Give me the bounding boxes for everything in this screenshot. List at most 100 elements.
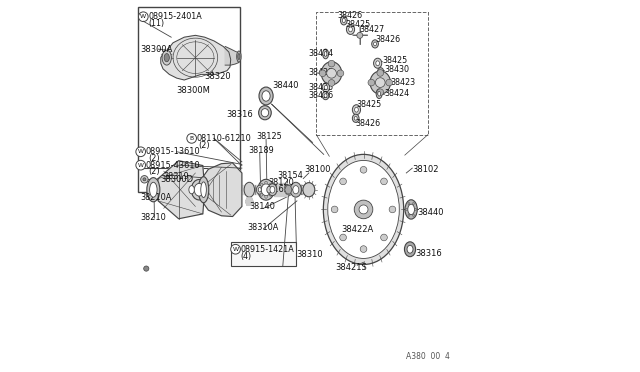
Ellipse shape [201, 182, 206, 198]
Circle shape [187, 134, 196, 143]
Circle shape [319, 70, 326, 77]
Ellipse shape [150, 182, 157, 197]
Text: 38300D: 38300D [160, 175, 193, 184]
Text: 38140: 38140 [250, 202, 275, 211]
Ellipse shape [370, 71, 390, 94]
Ellipse shape [346, 25, 355, 35]
Circle shape [143, 266, 149, 271]
Polygon shape [161, 35, 231, 80]
Ellipse shape [372, 40, 378, 48]
Text: 38210A: 38210A [141, 193, 172, 202]
Text: (2): (2) [198, 141, 210, 150]
Ellipse shape [270, 186, 275, 193]
Text: (11): (11) [148, 19, 164, 28]
Ellipse shape [268, 184, 277, 196]
Ellipse shape [406, 208, 408, 211]
Circle shape [337, 70, 344, 77]
Ellipse shape [324, 52, 327, 57]
Circle shape [136, 147, 145, 157]
Ellipse shape [189, 186, 195, 194]
Polygon shape [199, 163, 242, 217]
Text: 38440: 38440 [417, 208, 444, 217]
Ellipse shape [412, 214, 414, 217]
Ellipse shape [355, 108, 358, 112]
Text: 38424: 38424 [384, 89, 409, 98]
Ellipse shape [293, 186, 299, 194]
Ellipse shape [323, 49, 328, 59]
Ellipse shape [378, 68, 383, 75]
Ellipse shape [342, 18, 346, 23]
Ellipse shape [290, 182, 301, 197]
Text: 38425: 38425 [346, 20, 371, 29]
Ellipse shape [324, 94, 327, 97]
Ellipse shape [267, 186, 271, 193]
Bar [138, 7, 239, 192]
Ellipse shape [408, 204, 415, 215]
Text: 38210: 38210 [141, 214, 166, 222]
Ellipse shape [258, 179, 275, 200]
Circle shape [386, 79, 392, 86]
Polygon shape [225, 46, 239, 65]
Circle shape [354, 200, 373, 219]
Ellipse shape [261, 109, 269, 117]
Ellipse shape [271, 188, 274, 191]
Ellipse shape [164, 54, 170, 62]
Text: 08915-13610: 08915-13610 [145, 147, 200, 156]
Ellipse shape [265, 181, 268, 184]
Ellipse shape [378, 92, 380, 96]
Circle shape [377, 89, 383, 96]
Text: B: B [189, 136, 194, 141]
Ellipse shape [303, 183, 315, 197]
Circle shape [141, 176, 148, 183]
Ellipse shape [353, 105, 360, 115]
Polygon shape [242, 185, 309, 194]
Ellipse shape [269, 193, 272, 196]
Ellipse shape [259, 188, 261, 191]
Polygon shape [285, 186, 292, 194]
Bar [231, 242, 296, 266]
Ellipse shape [404, 242, 415, 257]
Ellipse shape [198, 177, 209, 203]
Ellipse shape [323, 154, 404, 264]
Polygon shape [156, 161, 205, 219]
Text: 38426: 38426 [338, 11, 363, 20]
Ellipse shape [244, 182, 255, 197]
Ellipse shape [265, 195, 268, 198]
Text: 38426: 38426 [308, 91, 333, 100]
Text: 38154: 38154 [277, 171, 303, 180]
Ellipse shape [340, 16, 347, 25]
Circle shape [406, 205, 415, 214]
Ellipse shape [261, 184, 271, 196]
Text: W: W [140, 14, 147, 19]
Ellipse shape [191, 180, 207, 200]
Text: 38426: 38426 [375, 35, 400, 44]
Circle shape [368, 79, 374, 86]
Circle shape [231, 244, 241, 254]
Circle shape [389, 206, 396, 213]
Ellipse shape [147, 177, 160, 202]
Circle shape [328, 60, 335, 67]
Circle shape [377, 70, 383, 76]
Text: 08915-43610: 08915-43610 [145, 161, 200, 170]
Ellipse shape [262, 91, 270, 101]
Ellipse shape [374, 58, 381, 68]
Ellipse shape [237, 51, 241, 62]
Ellipse shape [376, 89, 382, 99]
Text: 38310A: 38310A [248, 223, 279, 232]
Text: 38423: 38423 [390, 78, 415, 87]
Circle shape [326, 68, 337, 78]
Text: 38102: 38102 [412, 165, 439, 174]
Ellipse shape [328, 160, 399, 259]
Circle shape [381, 234, 387, 241]
Text: 38120: 38120 [269, 178, 294, 187]
Ellipse shape [260, 183, 263, 186]
Circle shape [332, 206, 338, 213]
Ellipse shape [322, 92, 329, 100]
Circle shape [143, 178, 146, 181]
Ellipse shape [415, 208, 417, 211]
Ellipse shape [260, 193, 263, 196]
Circle shape [360, 246, 367, 253]
Ellipse shape [259, 87, 273, 105]
Circle shape [357, 32, 363, 38]
Ellipse shape [376, 61, 380, 66]
